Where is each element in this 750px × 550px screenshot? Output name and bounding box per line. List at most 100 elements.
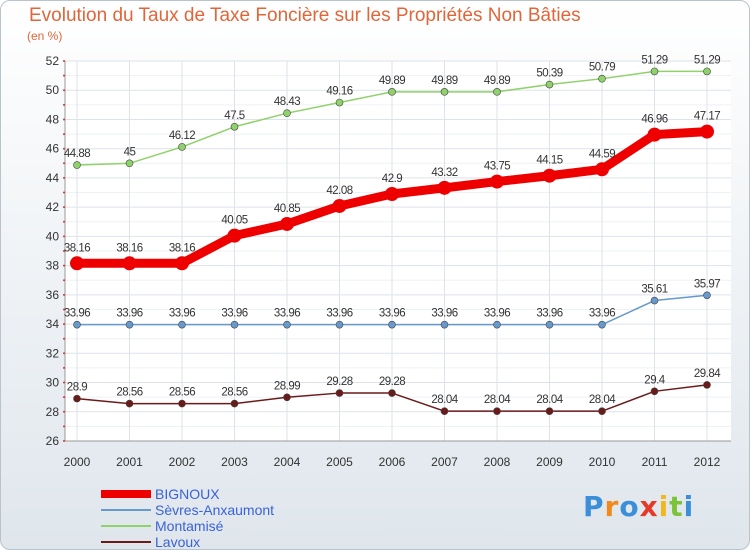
y-axis-tick-dot [63,89,65,92]
y-tick-label: 32 [46,346,60,360]
data-point [650,67,659,76]
data-label: 47.17 [694,111,720,123]
data-point [598,320,606,329]
y-axis-tick-dot [63,381,65,384]
data-label: 42.9 [382,173,402,185]
data-label: 48.43 [274,96,300,108]
legend-swatch [101,541,151,543]
y-axis-tick-dot [63,337,65,340]
data-label: 38.16 [169,242,195,254]
y-tick-label: 28 [46,405,60,419]
data-label: 50.39 [536,68,562,80]
data-point [70,256,84,271]
y-tick-label: 42 [46,200,60,214]
data-point [73,394,81,403]
y-tick-label: 38 [46,259,60,273]
y-axis-tick-dot [63,250,65,252]
data-label: 28.04 [484,394,511,406]
y-tick-label: 52 [46,54,60,68]
data-label: 40.05 [221,215,247,227]
legend-swatch [101,525,151,527]
data-point [335,98,344,107]
data-label: 29.28 [326,376,352,388]
y-axis-tick-dot [63,396,65,399]
data-point [178,399,186,408]
data-label: 33.96 [379,308,405,320]
data-point [700,124,714,139]
logo-letter: t [669,490,684,523]
y-tick-label: 46 [46,142,60,156]
data-label: 33.96 [221,308,247,320]
data-label: 44.88 [64,148,90,160]
y-axis-tick-dot [63,279,65,282]
logo-letter: i [658,490,670,523]
data-label: 43.32 [431,167,457,179]
data-label: 33.96 [274,308,300,320]
data-label: 28.04 [431,394,458,406]
data-label: 29.28 [379,376,405,388]
data-point [545,80,554,89]
data-point [230,122,239,131]
data-label: 29.4 [644,374,665,386]
x-tick-label: 2003 [221,455,248,469]
data-point [178,320,186,329]
data-label: 33.96 [484,308,510,320]
data-point [227,228,242,243]
x-tick-label: 2007 [431,455,458,469]
data-point [545,320,554,329]
data-point [650,296,659,305]
data-point [332,198,347,213]
x-tick-label: 2002 [169,455,196,469]
data-point [437,180,452,195]
y-axis-tick-dot [63,235,65,238]
y-axis-tick-dot [63,323,65,326]
y-tick-label: 34 [46,317,60,331]
y-tick-label: 36 [46,288,60,302]
x-tick-label: 2004 [274,455,301,469]
data-label: 28.9 [67,382,87,394]
data-point [493,407,501,415]
data-label: 28.56 [116,387,142,399]
x-tick-label: 2009 [536,455,563,469]
data-label: 38.16 [64,242,90,254]
data-point [440,88,449,96]
data-point [647,127,662,142]
chart-subtitle: (en %) [27,29,63,43]
x-tick-label: 2005 [326,455,353,469]
y-axis-tick-dot [63,176,65,179]
data-point [703,291,711,300]
data-label: 33.96 [589,308,615,320]
y-axis-tick-dot [63,162,65,165]
data-point [385,187,399,201]
y-axis-tick-dot [63,366,65,369]
data-point [283,320,291,329]
data-label: 33.96 [431,308,457,320]
data-point [283,109,291,117]
data-point [650,387,659,396]
proxiti-logo: Proxiti [583,490,694,523]
logo-letter: o [619,490,640,523]
data-point [703,67,711,76]
y-tick-label: 40 [46,229,60,243]
data-point [230,399,239,408]
chart-title: Evolution du Taux de Taxe Foncière sur l… [29,5,581,26]
data-label: 49.16 [326,86,352,98]
data-point [283,393,291,402]
data-label: 38.16 [116,242,142,254]
x-tick-label: 2000 [64,455,91,469]
data-point [542,168,557,183]
y-axis-tick-dot [63,293,65,296]
data-label: 49.89 [484,75,510,87]
y-axis-tick-dot [63,410,65,413]
data-label: 28.04 [589,394,616,406]
data-point [440,320,449,329]
legend-label: Sèvres-Anxaumont [155,502,275,518]
data-point [598,407,606,415]
data-label: 28.04 [536,394,563,406]
data-point [703,381,711,389]
x-tick-label: 2001 [116,455,143,469]
x-tick-label: 2008 [484,455,511,469]
data-label: 47.5 [224,110,244,122]
y-axis-tick-dot [63,191,65,194]
data-point [175,256,189,271]
